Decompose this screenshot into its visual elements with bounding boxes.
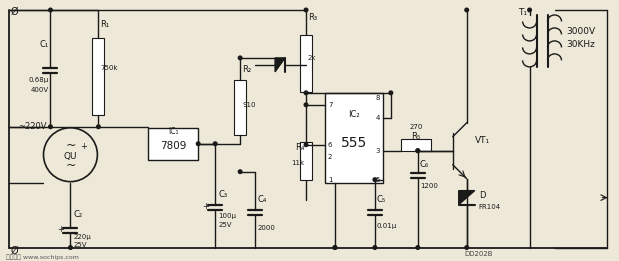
Text: 11k: 11k <box>291 160 304 166</box>
Bar <box>149 128 198 160</box>
Circle shape <box>528 8 531 12</box>
Text: C₃: C₃ <box>218 190 227 199</box>
Text: 270: 270 <box>409 124 423 130</box>
Circle shape <box>214 142 217 146</box>
Text: 5: 5 <box>376 177 380 183</box>
Circle shape <box>465 8 469 12</box>
Circle shape <box>304 91 308 95</box>
Text: R₄: R₄ <box>295 143 304 152</box>
Text: 220μ: 220μ <box>74 234 91 240</box>
Text: 6: 6 <box>328 142 332 148</box>
Text: R₅: R₅ <box>411 132 420 141</box>
Text: ~: ~ <box>65 139 76 152</box>
Text: 8: 8 <box>375 95 380 101</box>
Text: 3000V: 3000V <box>566 27 595 37</box>
Circle shape <box>416 149 420 152</box>
Circle shape <box>304 8 308 12</box>
Text: 感觉图库 www.sochips.com: 感觉图库 www.sochips.com <box>6 255 79 260</box>
Text: 25V: 25V <box>218 222 232 228</box>
Text: C₆: C₆ <box>420 160 429 169</box>
Circle shape <box>416 246 420 249</box>
Text: 3: 3 <box>375 148 380 154</box>
Text: 2000: 2000 <box>257 224 275 230</box>
Circle shape <box>196 142 200 146</box>
Text: C₄: C₄ <box>257 195 266 204</box>
Text: 1: 1 <box>328 177 332 183</box>
Text: ~220V: ~220V <box>19 122 47 131</box>
Bar <box>92 38 105 115</box>
Text: ~: ~ <box>65 159 76 172</box>
Circle shape <box>49 125 52 129</box>
Circle shape <box>238 56 242 60</box>
Bar <box>401 139 431 151</box>
Bar <box>300 35 312 92</box>
Text: QU: QU <box>64 152 77 161</box>
Text: 4: 4 <box>376 115 380 121</box>
Bar <box>325 93 383 183</box>
Circle shape <box>373 178 377 181</box>
Text: 2k: 2k <box>308 55 316 61</box>
Text: T₁: T₁ <box>517 8 527 17</box>
Text: IC₁: IC₁ <box>168 127 178 136</box>
Bar <box>300 142 312 180</box>
Text: Ø: Ø <box>11 246 18 256</box>
Polygon shape <box>275 58 285 72</box>
Text: VT₁: VT₁ <box>475 136 490 145</box>
Text: +: + <box>57 225 64 234</box>
Text: 0.01μ: 0.01μ <box>377 223 397 229</box>
Circle shape <box>97 125 100 129</box>
Text: IC₂: IC₂ <box>348 110 360 119</box>
Text: R₁: R₁ <box>100 20 110 29</box>
Text: 1200: 1200 <box>420 183 438 189</box>
Circle shape <box>389 91 392 95</box>
Text: +: + <box>80 142 87 151</box>
Text: R₃: R₃ <box>308 14 317 22</box>
Text: 750k: 750k <box>100 65 118 71</box>
Circle shape <box>465 246 469 249</box>
Polygon shape <box>459 191 475 205</box>
Circle shape <box>333 246 337 249</box>
Text: 7809: 7809 <box>160 141 186 151</box>
Text: C₁: C₁ <box>39 40 48 49</box>
Text: 2: 2 <box>328 154 332 160</box>
Text: 400V: 400V <box>30 87 48 93</box>
Text: 7: 7 <box>328 102 332 108</box>
Text: 25V: 25V <box>74 241 87 247</box>
Text: Ø: Ø <box>11 7 18 17</box>
Text: FR104: FR104 <box>478 204 501 210</box>
Text: 910: 910 <box>242 102 256 108</box>
Text: R₂: R₂ <box>242 65 251 74</box>
Text: +: + <box>202 202 209 211</box>
Circle shape <box>333 246 337 249</box>
Text: 555: 555 <box>341 136 367 150</box>
Text: C₅: C₅ <box>377 195 386 204</box>
Text: DD202B: DD202B <box>465 251 493 257</box>
Circle shape <box>304 143 308 146</box>
Circle shape <box>373 246 377 249</box>
Circle shape <box>69 246 72 249</box>
Circle shape <box>49 8 52 12</box>
Text: D: D <box>478 191 485 200</box>
Text: C₂: C₂ <box>74 210 82 219</box>
Circle shape <box>304 103 308 106</box>
Circle shape <box>238 170 242 174</box>
Circle shape <box>416 149 420 152</box>
Text: 100μ: 100μ <box>218 213 236 219</box>
Bar <box>234 80 246 135</box>
Text: 30KHz: 30KHz <box>566 40 595 49</box>
Text: 0.68μ: 0.68μ <box>28 77 48 83</box>
